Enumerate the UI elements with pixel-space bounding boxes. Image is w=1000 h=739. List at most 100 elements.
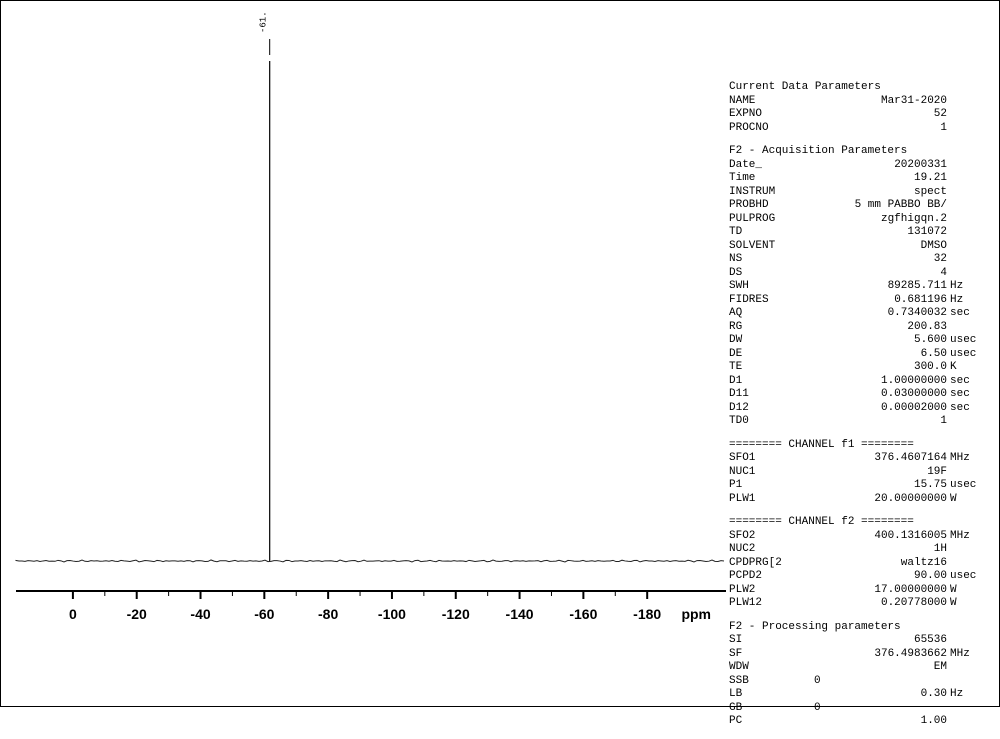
param-row: DE6.50usec — [729, 348, 984, 362]
param-row: TD01 — [729, 415, 984, 429]
param-unit: W — [947, 493, 984, 507]
param-key: FIDRES — [729, 294, 794, 308]
param-value: 376.4983662 — [794, 648, 947, 662]
param-value: 5.600 — [794, 334, 947, 348]
param-value: 0.03000000 — [794, 388, 947, 402]
param-key: D11 — [729, 388, 794, 402]
param-unit: Hz — [947, 280, 984, 294]
param-value: 19.21 — [794, 172, 947, 186]
param-value: 5 mm PABBO BB/ — [794, 199, 947, 213]
param-unit: sec — [947, 388, 984, 402]
param-unit: usec — [947, 479, 984, 493]
param-row: D110.03000000sec — [729, 388, 984, 402]
param-key: DW — [729, 334, 794, 348]
param-row: SFO1376.4607164MHz — [729, 452, 984, 466]
param-value: 0.681196 — [794, 294, 947, 308]
param-row: P115.75usec — [729, 479, 984, 493]
param-header: ======== CHANNEL f1 ======== — [729, 439, 984, 453]
param-row: SFO2400.1316005MHz — [729, 530, 984, 544]
param-value: 1 — [794, 415, 947, 429]
param-header: F2 - Acquisition Parameters — [729, 145, 984, 159]
param-block: F2 - Processing parametersSI65536SF376.4… — [729, 621, 984, 729]
param-key: EXPNO — [729, 108, 794, 122]
param-value: 1H — [794, 543, 947, 557]
param-unit — [947, 702, 984, 716]
peak-label: -61.68 — [259, 11, 269, 33]
param-key: NS — [729, 253, 794, 267]
param-row: NS32 — [729, 253, 984, 267]
param-unit — [947, 253, 984, 267]
param-row: TE300.0K — [729, 361, 984, 375]
param-unit: usec — [947, 334, 984, 348]
param-key: PROBHD — [729, 199, 794, 213]
param-row: Date_20200331 — [729, 159, 984, 173]
param-block: F2 - Acquisition ParametersDate_20200331… — [729, 145, 984, 429]
param-value: 19F — [794, 466, 947, 480]
param-value: 376.4607164 — [794, 452, 947, 466]
param-key: LB — [729, 688, 794, 702]
param-value: spect — [794, 186, 947, 200]
param-value: 17.00000000 — [794, 584, 947, 598]
param-value: zgfhigqn.2 — [794, 213, 947, 227]
param-row: RG200.83 — [729, 321, 984, 335]
param-value: 0 — [794, 702, 947, 716]
param-row: PLW120.00000000W — [729, 493, 984, 507]
param-key: PLW2 — [729, 584, 794, 598]
param-value: 0.00002000 — [794, 402, 947, 416]
param-value: 400.1316005 — [794, 530, 947, 544]
param-key: CPDPRG[2 — [729, 557, 794, 571]
x-tick-label: -40 — [190, 606, 210, 622]
param-key: PULPROG — [729, 213, 794, 227]
param-unit — [947, 122, 984, 136]
param-row: DW5.600usec — [729, 334, 984, 348]
param-row: NUC21H — [729, 543, 984, 557]
param-unit — [947, 95, 984, 109]
param-row: D11.00000000sec — [729, 375, 984, 389]
x-tick-label: -160 — [569, 606, 597, 622]
param-row: D120.00002000sec — [729, 402, 984, 416]
parameter-panel: Current Data ParametersNAMEMar31-2020EXP… — [729, 81, 984, 739]
param-unit: MHz — [947, 648, 984, 662]
param-value: 0.7340032 — [794, 307, 947, 321]
param-key: D1 — [729, 375, 794, 389]
x-tick-label: -20 — [127, 606, 147, 622]
param-row: GB0 — [729, 702, 984, 716]
param-row: PLW120.20778000W — [729, 597, 984, 611]
param-key: PLW12 — [729, 597, 794, 611]
param-unit — [947, 267, 984, 281]
param-unit — [947, 213, 984, 227]
param-key: Time — [729, 172, 794, 186]
param-value: waltz16 — [794, 557, 947, 571]
param-row: NUC119F — [729, 466, 984, 480]
param-unit: W — [947, 597, 984, 611]
x-tick-label: -80 — [318, 606, 338, 622]
param-unit: W — [947, 584, 984, 598]
param-row: PULPROGzgfhigqn.2 — [729, 213, 984, 227]
param-unit — [947, 159, 984, 173]
param-value: 0.20778000 — [794, 597, 947, 611]
param-unit: MHz — [947, 452, 984, 466]
param-unit — [947, 415, 984, 429]
param-value: 300.0 — [794, 361, 947, 375]
param-unit: usec — [947, 570, 984, 584]
param-value: 131072 — [794, 226, 947, 240]
param-value: 4 — [794, 267, 947, 281]
param-unit — [947, 226, 984, 240]
param-row: SF376.4983662MHz — [729, 648, 984, 662]
param-unit: sec — [947, 402, 984, 416]
param-unit: sec — [947, 375, 984, 389]
param-key: WDW — [729, 661, 794, 675]
param-row: PROBHD5 mm PABBO BB/ — [729, 199, 984, 213]
param-key: DS — [729, 267, 794, 281]
param-unit: K — [947, 361, 984, 375]
param-row: Time19.21 — [729, 172, 984, 186]
param-row: PROCNO1 — [729, 122, 984, 136]
nmr-spectrum: -61.680-20-40-60-80-100-120-140-160-180p… — [11, 11, 731, 651]
param-key: INSTRUM — [729, 186, 794, 200]
param-unit — [947, 108, 984, 122]
param-row: WDWEM — [729, 661, 984, 675]
param-unit — [947, 715, 984, 729]
param-key: NUC1 — [729, 466, 794, 480]
param-key: SI — [729, 634, 794, 648]
param-unit — [947, 321, 984, 335]
